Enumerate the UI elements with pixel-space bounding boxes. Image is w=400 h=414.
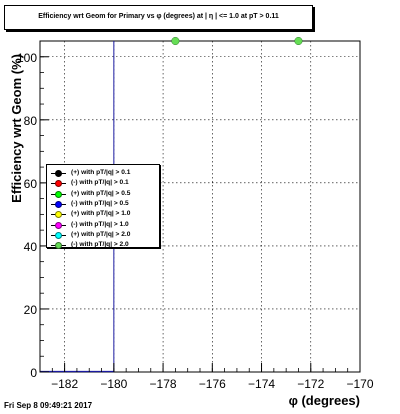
legend-label: (+) with pT/|q| > 1.0 xyxy=(71,210,131,218)
legend-entry: (+) with pT/|q| > 2.0 xyxy=(47,230,159,240)
y-tick-label: 100 xyxy=(17,51,37,65)
x-tick-label: −178 xyxy=(150,377,177,391)
data-point xyxy=(171,36,180,46)
legend-entry: (-) with pT/|q| > 0.5 xyxy=(47,199,159,209)
legend-entry: (-) with pT/|q| > 2.0 xyxy=(47,240,159,250)
y-tick-label: 20 xyxy=(24,303,38,317)
y-tick-label: 80 xyxy=(24,114,38,128)
legend-label: (+) with pT/|q| > 2.0 xyxy=(71,230,131,238)
legend-marker xyxy=(55,200,62,208)
legend-marker xyxy=(55,180,62,188)
legend-marker xyxy=(55,211,62,219)
x-tick-label: −180 xyxy=(100,377,127,391)
legend-label: (-) with pT/|q| > 1.0 xyxy=(71,220,129,228)
timestamp-footer: Fri Sep 8 09:49:21 2017 xyxy=(4,401,93,410)
legend-marker xyxy=(55,190,62,198)
data-points xyxy=(171,36,303,46)
axis-ticks: −182 −180 −178 −176 −174 −172 −170 0 20 40 60 80 100 xyxy=(17,40,374,391)
legend-label: (-) with pT/|q| > 0.1 xyxy=(71,179,129,187)
x-tick-label: −174 xyxy=(248,377,275,391)
y-tick-label: 40 xyxy=(24,240,38,254)
legend-marker xyxy=(55,170,62,177)
data-point xyxy=(294,36,303,46)
legend-entry: (-) with pT/|q| > 1.0 xyxy=(47,220,159,230)
legend-marker xyxy=(55,221,62,229)
x-tick-label: −182 xyxy=(51,377,78,391)
chart-title-box: Efficiency wrt Geom for Primary vs φ (de… xyxy=(4,5,313,30)
x-tick-label: −176 xyxy=(199,377,226,391)
legend-marker xyxy=(55,231,62,239)
y-axis-label: Efficiency wrt Geom (%) xyxy=(9,54,24,203)
legend-marker xyxy=(55,242,62,250)
y-tick-label: 60 xyxy=(24,177,38,191)
legend-label: (+) with pT/|q| > 0.1 xyxy=(71,169,131,176)
legend-label: (-) with pT/|q| > 2.0 xyxy=(71,241,129,249)
legend-entry: (+) with pT/|q| > 0.1 xyxy=(47,168,159,178)
x-axis-label: φ (degrees) xyxy=(289,393,360,408)
legend-entry: (+) with pT/|q| > 0.5 xyxy=(47,189,159,199)
legend-entry: (+) with pT/|q| > 1.0 xyxy=(47,209,159,219)
x-tick-label: −170 xyxy=(346,377,373,391)
chart-title: Efficiency wrt Geom for Primary vs φ (de… xyxy=(38,13,279,20)
legend-label: (-) with pT/|q| > 0.5 xyxy=(71,199,129,207)
legend-entry: (-) with pT/|q| > 0.1 xyxy=(47,178,159,188)
x-tick-label: −172 xyxy=(297,377,324,391)
y-tick-label: 0 xyxy=(30,366,37,380)
legend: (+) with pT/|q| > 0.1 (-) with pT/|q| > 0… xyxy=(46,164,160,250)
legend-label: (+) with pT/|q| > 0.5 xyxy=(71,189,131,197)
